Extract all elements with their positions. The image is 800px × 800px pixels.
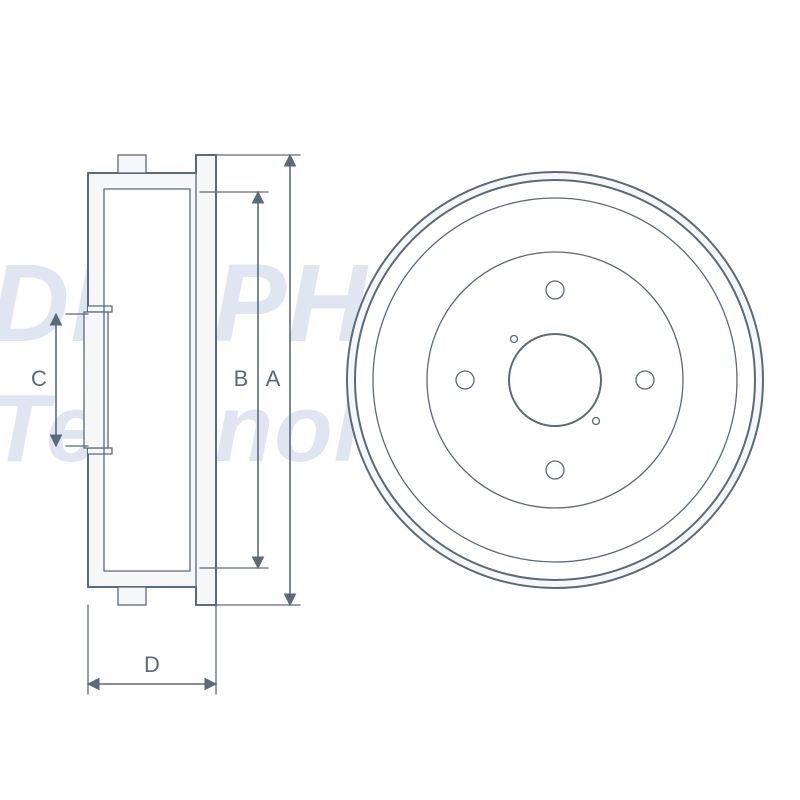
svg-text:C: C <box>31 366 47 391</box>
svg-text:D: D <box>144 652 160 677</box>
technical-drawing: AB C D <box>0 0 800 800</box>
svg-text:B: B <box>234 366 249 391</box>
svg-text:A: A <box>266 366 281 391</box>
